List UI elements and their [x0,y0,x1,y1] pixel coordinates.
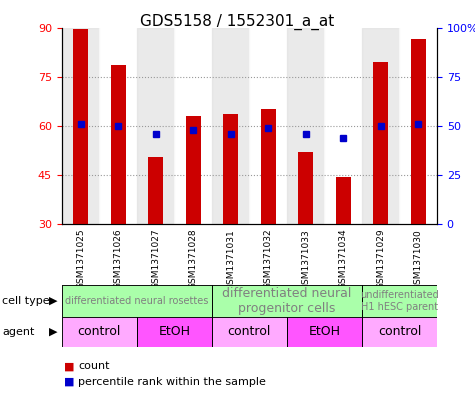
Text: differentiated neural rosettes: differentiated neural rosettes [65,296,209,306]
Bar [111,65,125,224]
Bar [62,285,212,317]
Bar [287,317,362,347]
Text: EtOH: EtOH [308,325,341,338]
Text: ■: ■ [64,377,75,387]
Text: percentile rank within the sample: percentile rank within the sample [78,377,266,387]
Bar [298,152,313,224]
Bar [362,28,399,224]
Bar [148,157,163,224]
Bar [99,28,137,224]
Text: differentiated neural
progenitor cells: differentiated neural progenitor cells [222,287,352,315]
Bar [137,28,174,224]
Bar [336,176,351,224]
Bar [249,28,287,224]
Bar [362,317,437,347]
Bar [62,28,99,224]
Bar [362,285,437,317]
Text: EtOH: EtOH [158,325,190,338]
Bar [373,62,388,224]
Text: ▶: ▶ [48,327,57,337]
Text: control: control [378,325,421,338]
Text: GDS5158 / 1552301_a_at: GDS5158 / 1552301_a_at [141,14,334,30]
Bar [73,29,88,224]
Bar [261,109,276,224]
Bar [212,285,362,317]
Bar [324,28,362,224]
Bar [186,116,200,224]
Bar [223,114,238,224]
Bar [212,28,249,224]
Text: undifferentiated
H1 hESC parent: undifferentiated H1 hESC parent [360,290,439,312]
Bar [62,317,137,347]
Text: control: control [77,325,121,338]
Bar [411,39,426,224]
Bar [174,28,212,224]
Text: ▶: ▶ [48,296,57,306]
Text: control: control [228,325,271,338]
Bar [287,28,324,224]
Bar [212,317,287,347]
Text: agent: agent [2,327,35,337]
Bar [399,28,437,224]
Text: count: count [78,361,110,371]
Text: ■: ■ [64,361,75,371]
Text: cell type: cell type [2,296,50,306]
Bar [137,317,212,347]
